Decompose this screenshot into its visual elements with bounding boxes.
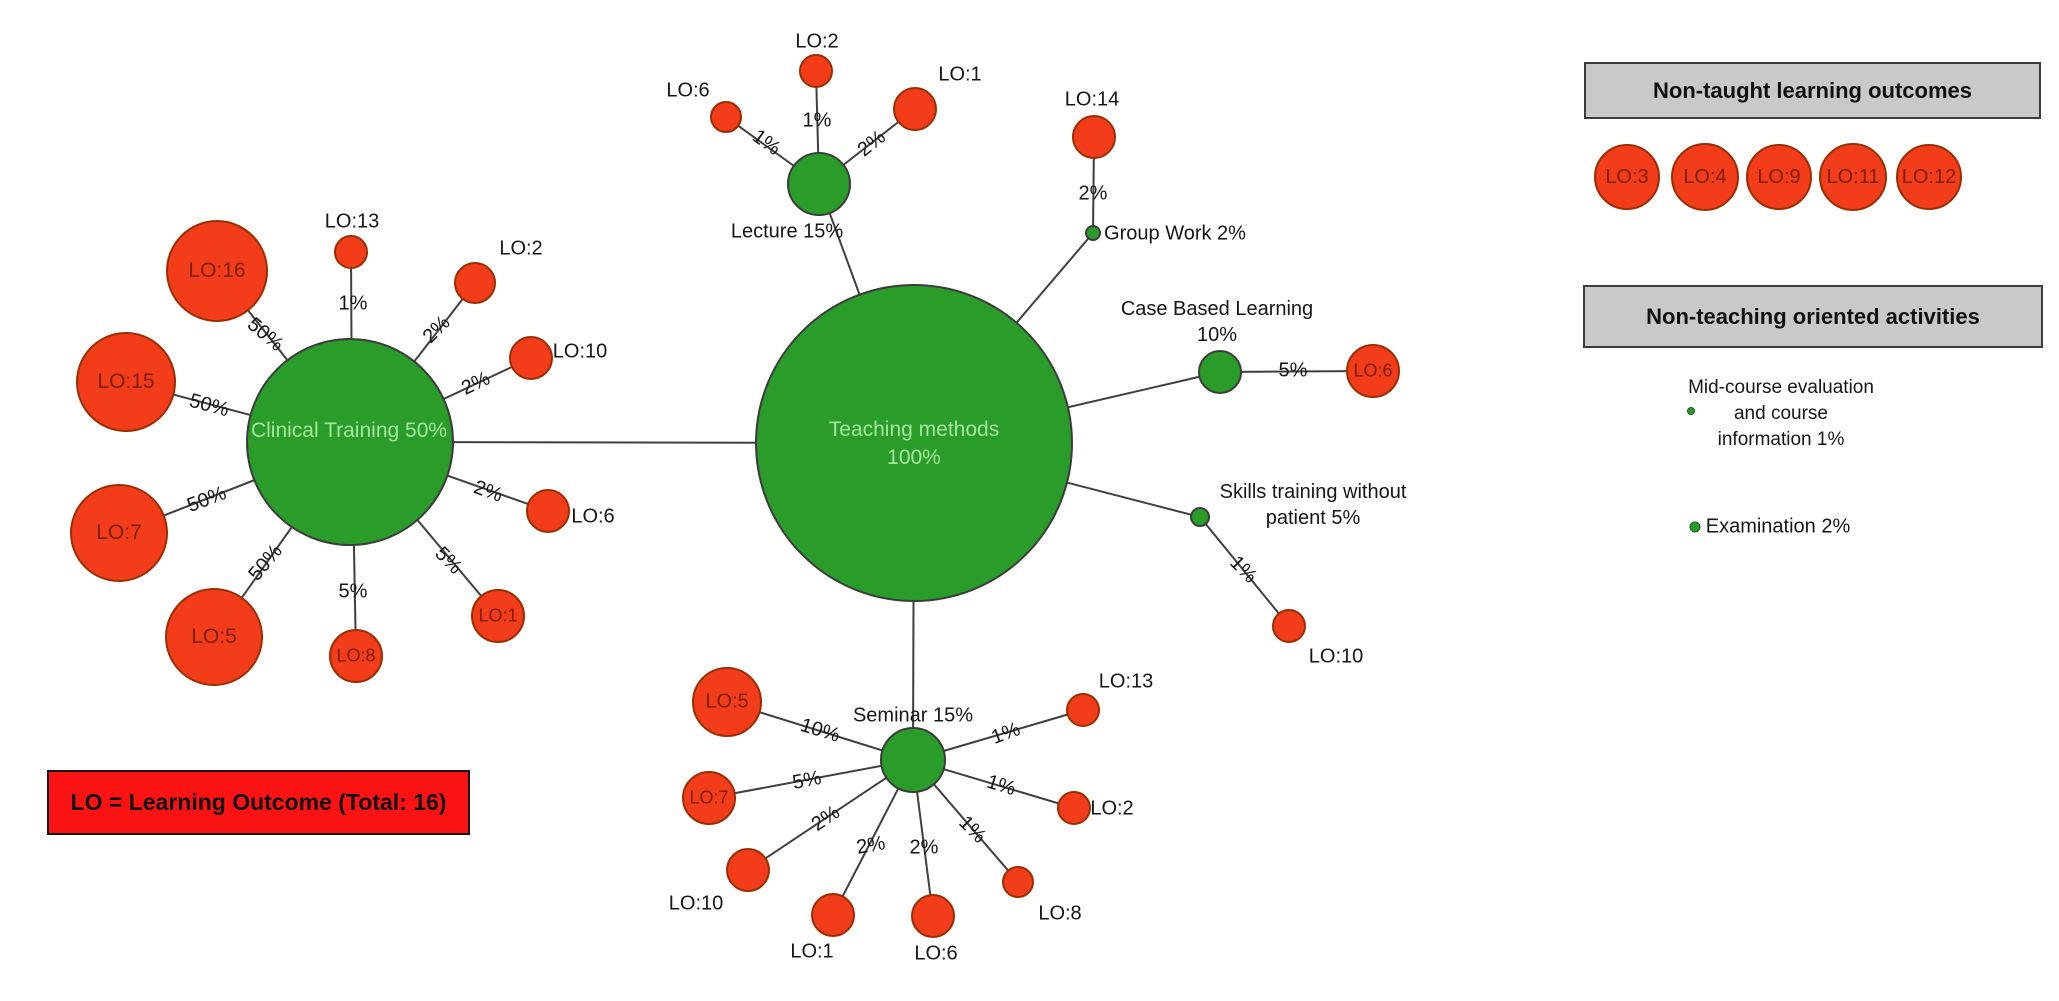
group-work-label: Group Work 2% <box>1104 222 1246 245</box>
node-clinical-lo6 <box>526 489 570 533</box>
clinical-lo2-label: LO:2 <box>499 237 543 260</box>
node-lecture-lo2 <box>799 54 833 88</box>
mid-course-label: Mid-course evaluation and course informa… <box>1688 377 1874 450</box>
mid-course-dot <box>1687 407 1695 415</box>
clinical-lo5-label: LO:5 <box>191 624 237 648</box>
clinical-lo10-label: LO:10 <box>552 340 608 363</box>
teaching-methods-label: Teaching methods <box>828 417 1000 441</box>
lecture-lo2-label: LO:2 <box>795 30 839 53</box>
node-group-work <box>1085 225 1101 241</box>
node-seminar-lo8 <box>1002 866 1034 898</box>
non-taught-header: Non-taught learning outcomes <box>1584 62 2041 119</box>
examination-dot <box>1689 521 1701 533</box>
seminar-lo2-label: LO:2 <box>1090 797 1134 820</box>
node-seminar-lo1 <box>811 893 855 937</box>
node-seminar-lo6 <box>911 894 955 938</box>
seminar-lo13-label: LO:13 <box>1098 670 1154 693</box>
non-taught-circle-lo12: LO:12 <box>1896 144 1962 210</box>
node-case-based-learning <box>1198 350 1242 394</box>
teaching-methods-percent: 100% <box>887 445 941 469</box>
seminar-lo8-label: LO:8 <box>1038 902 1082 925</box>
edge-seminar-lo7 <box>708 759 914 799</box>
seminar-lo10-label: LO:10 <box>668 892 724 915</box>
clinical-lo8-pct: 5% <box>338 580 368 603</box>
node-clinical-lo10 <box>509 336 553 380</box>
node-lecture <box>787 152 851 216</box>
seminar-lo5-label: LO:5 <box>705 690 749 713</box>
clinical-lo13-pct: 1% <box>338 292 368 315</box>
groupwork-lo14-pct: 2% <box>1078 182 1108 205</box>
seminar-lo7-label: LO:7 <box>689 787 729 808</box>
seminar-lo6-label: LO:6 <box>914 942 958 965</box>
seminar-lo1-pct: 2% <box>854 832 888 859</box>
groupwork-lo14-label: LO:14 <box>1064 88 1120 111</box>
clinical-lo15-label: LO:15 <box>97 369 155 393</box>
legend-box: LO = Learning Outcome (Total: 16) <box>47 770 470 835</box>
node-clinical-lo7 <box>70 484 168 582</box>
node-clinical-training <box>246 338 454 546</box>
clinical-lo8-label: LO:8 <box>336 645 376 666</box>
node-clinical-lo1 <box>471 589 525 643</box>
node-seminar-lo2 <box>1057 791 1091 825</box>
lecture-lo6-label: LO:6 <box>666 79 710 102</box>
node-clinical-lo5 <box>165 588 263 686</box>
node-clinical-lo8 <box>329 629 383 683</box>
case-based-learning-label: Case Based Learning 10% <box>1120 298 1314 346</box>
clinical-lo7-label: LO:7 <box>96 520 142 544</box>
node-casebased-lo6 <box>1346 344 1400 398</box>
seminar-lo1-label: LO:1 <box>790 940 834 963</box>
non-taught-circle-lo4: LO:4 <box>1671 143 1739 211</box>
node-groupwork-lo14 <box>1072 115 1116 159</box>
node-clinical-lo2 <box>454 262 496 304</box>
node-teaching-methods <box>755 284 1073 602</box>
clinical-lo16-label: LO:16 <box>188 258 246 282</box>
lecture-label: Lecture 15% <box>730 220 844 243</box>
node-skills-lo10 <box>1272 609 1306 643</box>
seminar-label: Seminar 15% <box>852 704 974 727</box>
casebased-lo6-pct: 5% <box>1278 359 1308 382</box>
casebased-lo6-label: LO:6 <box>1353 360 1393 381</box>
node-lecture-lo1 <box>893 87 937 131</box>
lecture-lo1-label: LO:1 <box>938 63 982 86</box>
seminar-lo6-pct: 2% <box>909 836 939 859</box>
skills-lo10-label: LO:10 <box>1308 645 1364 668</box>
node-clinical-lo15 <box>76 332 176 432</box>
clinical-lo13-label: LO:13 <box>324 210 380 233</box>
non-teaching-header: Non-teaching oriented activities <box>1583 285 2043 348</box>
examination-label: Examination 2% <box>1705 515 1851 538</box>
node-clinical-lo16 <box>166 220 268 322</box>
lecture-lo2-pct: 1% <box>802 109 832 132</box>
non-taught-circle-lo3: LO:3 <box>1594 144 1660 210</box>
clinical-lo6-label: LO:6 <box>571 505 615 528</box>
clinical-training-label: Clinical Training 50% <box>250 418 448 442</box>
edge-skills-lo10 <box>1199 516 1290 627</box>
node-lecture-lo6 <box>710 101 742 133</box>
node-skills-training <box>1190 507 1210 527</box>
skills-training-label: Skills training without patient 5% <box>1219 481 1407 529</box>
node-clinical-lo13 <box>334 235 368 269</box>
non-taught-circle-lo11: LO:11 <box>1819 143 1887 211</box>
node-seminar-lo13 <box>1066 693 1100 727</box>
non-taught-circle-lo9: LO:9 <box>1746 144 1812 210</box>
clinical-lo1-label: LO:1 <box>478 605 518 626</box>
node-seminar-lo7 <box>682 771 736 825</box>
node-seminar <box>880 727 946 793</box>
node-seminar-lo10 <box>726 848 770 892</box>
node-seminar-lo5 <box>692 667 762 737</box>
edge-seminar-lo10 <box>747 759 914 871</box>
